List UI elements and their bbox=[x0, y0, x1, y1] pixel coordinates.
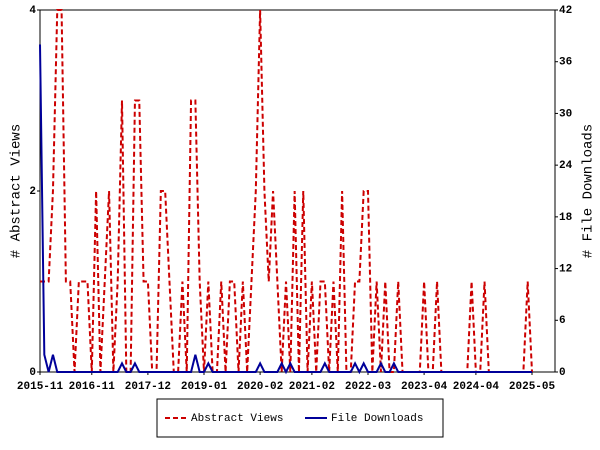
legend-box bbox=[156, 398, 444, 438]
y-tick-label: 0 bbox=[29, 367, 36, 379]
x-tick-label: 2015-11 bbox=[17, 381, 64, 393]
y2-tick-label: 12 bbox=[559, 263, 572, 275]
legend-label: Abstract Views bbox=[191, 413, 283, 425]
y2-tick-label: 24 bbox=[559, 160, 573, 172]
x-tick-label: 2023-04 bbox=[401, 381, 448, 393]
x-tick-label: 2020-02 bbox=[237, 381, 283, 393]
y2-tick-label: 36 bbox=[559, 57, 572, 69]
series-line bbox=[40, 9, 533, 373]
y2-tick-label: 30 bbox=[559, 108, 572, 120]
y-tick-label: 2 bbox=[29, 186, 36, 198]
y2-tick-label: 42 bbox=[559, 5, 572, 17]
x-tick-label: 2024-04 bbox=[453, 381, 500, 393]
x-tick-label: 2021-02 bbox=[289, 381, 335, 393]
legend-label: File Downloads bbox=[331, 413, 423, 425]
series-line bbox=[39, 44, 532, 375]
x-tick-label: 2025-05 bbox=[509, 381, 556, 393]
y2-tick-label: 6 bbox=[559, 315, 566, 327]
x-tick-label: 2022-03 bbox=[345, 381, 392, 393]
y2-axis-title: # File Downloads bbox=[581, 124, 597, 258]
x-tick-label: 2016-11 bbox=[69, 381, 116, 393]
y2-tick-label: 0 bbox=[559, 367, 566, 379]
y-tick-label: 4 bbox=[29, 5, 36, 17]
y2-tick-label: 18 bbox=[559, 212, 573, 224]
y-axis-title: # Abstract Views bbox=[9, 124, 25, 258]
x-tick-label: 2019-01 bbox=[181, 381, 228, 393]
x-tick-label: 2017-12 bbox=[125, 381, 171, 393]
